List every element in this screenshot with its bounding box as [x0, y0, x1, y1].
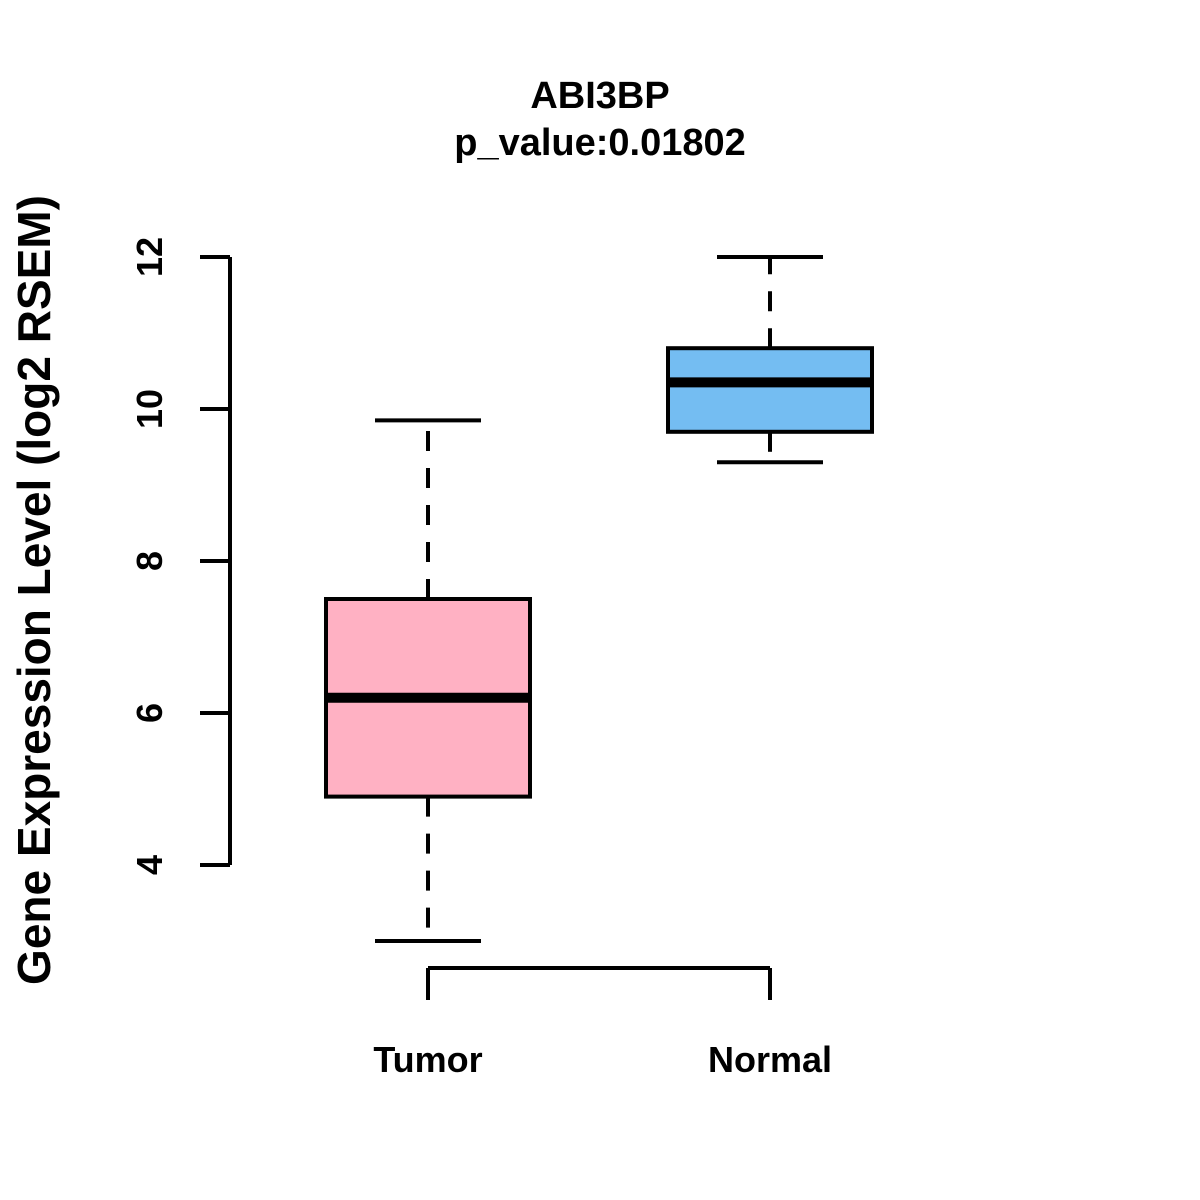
y-tick-label: 4	[129, 855, 170, 875]
y-tick-label: 10	[129, 389, 170, 429]
y-axis: 4 6 8 10 12	[129, 237, 232, 875]
x-label-tumor: Tumor	[373, 1039, 482, 1080]
x-label-normal: Normal	[708, 1039, 832, 1080]
chart-title: ABI3BP	[530, 75, 669, 117]
box-group-tumor	[324, 418, 532, 943]
box-series	[324, 255, 874, 943]
y-tick-label: 8	[129, 551, 170, 571]
iqr-box-normal	[666, 346, 874, 434]
y-axis-label: Gene Expression Level (log2 RSEM)	[8, 195, 60, 985]
x-axis: Tumor Normal	[373, 966, 832, 1080]
y-tick-label: 6	[129, 703, 170, 723]
chart-subtitle: p_value:0.01802	[454, 122, 746, 164]
y-tick-label: 12	[129, 237, 170, 277]
box-group-normal	[666, 255, 874, 465]
